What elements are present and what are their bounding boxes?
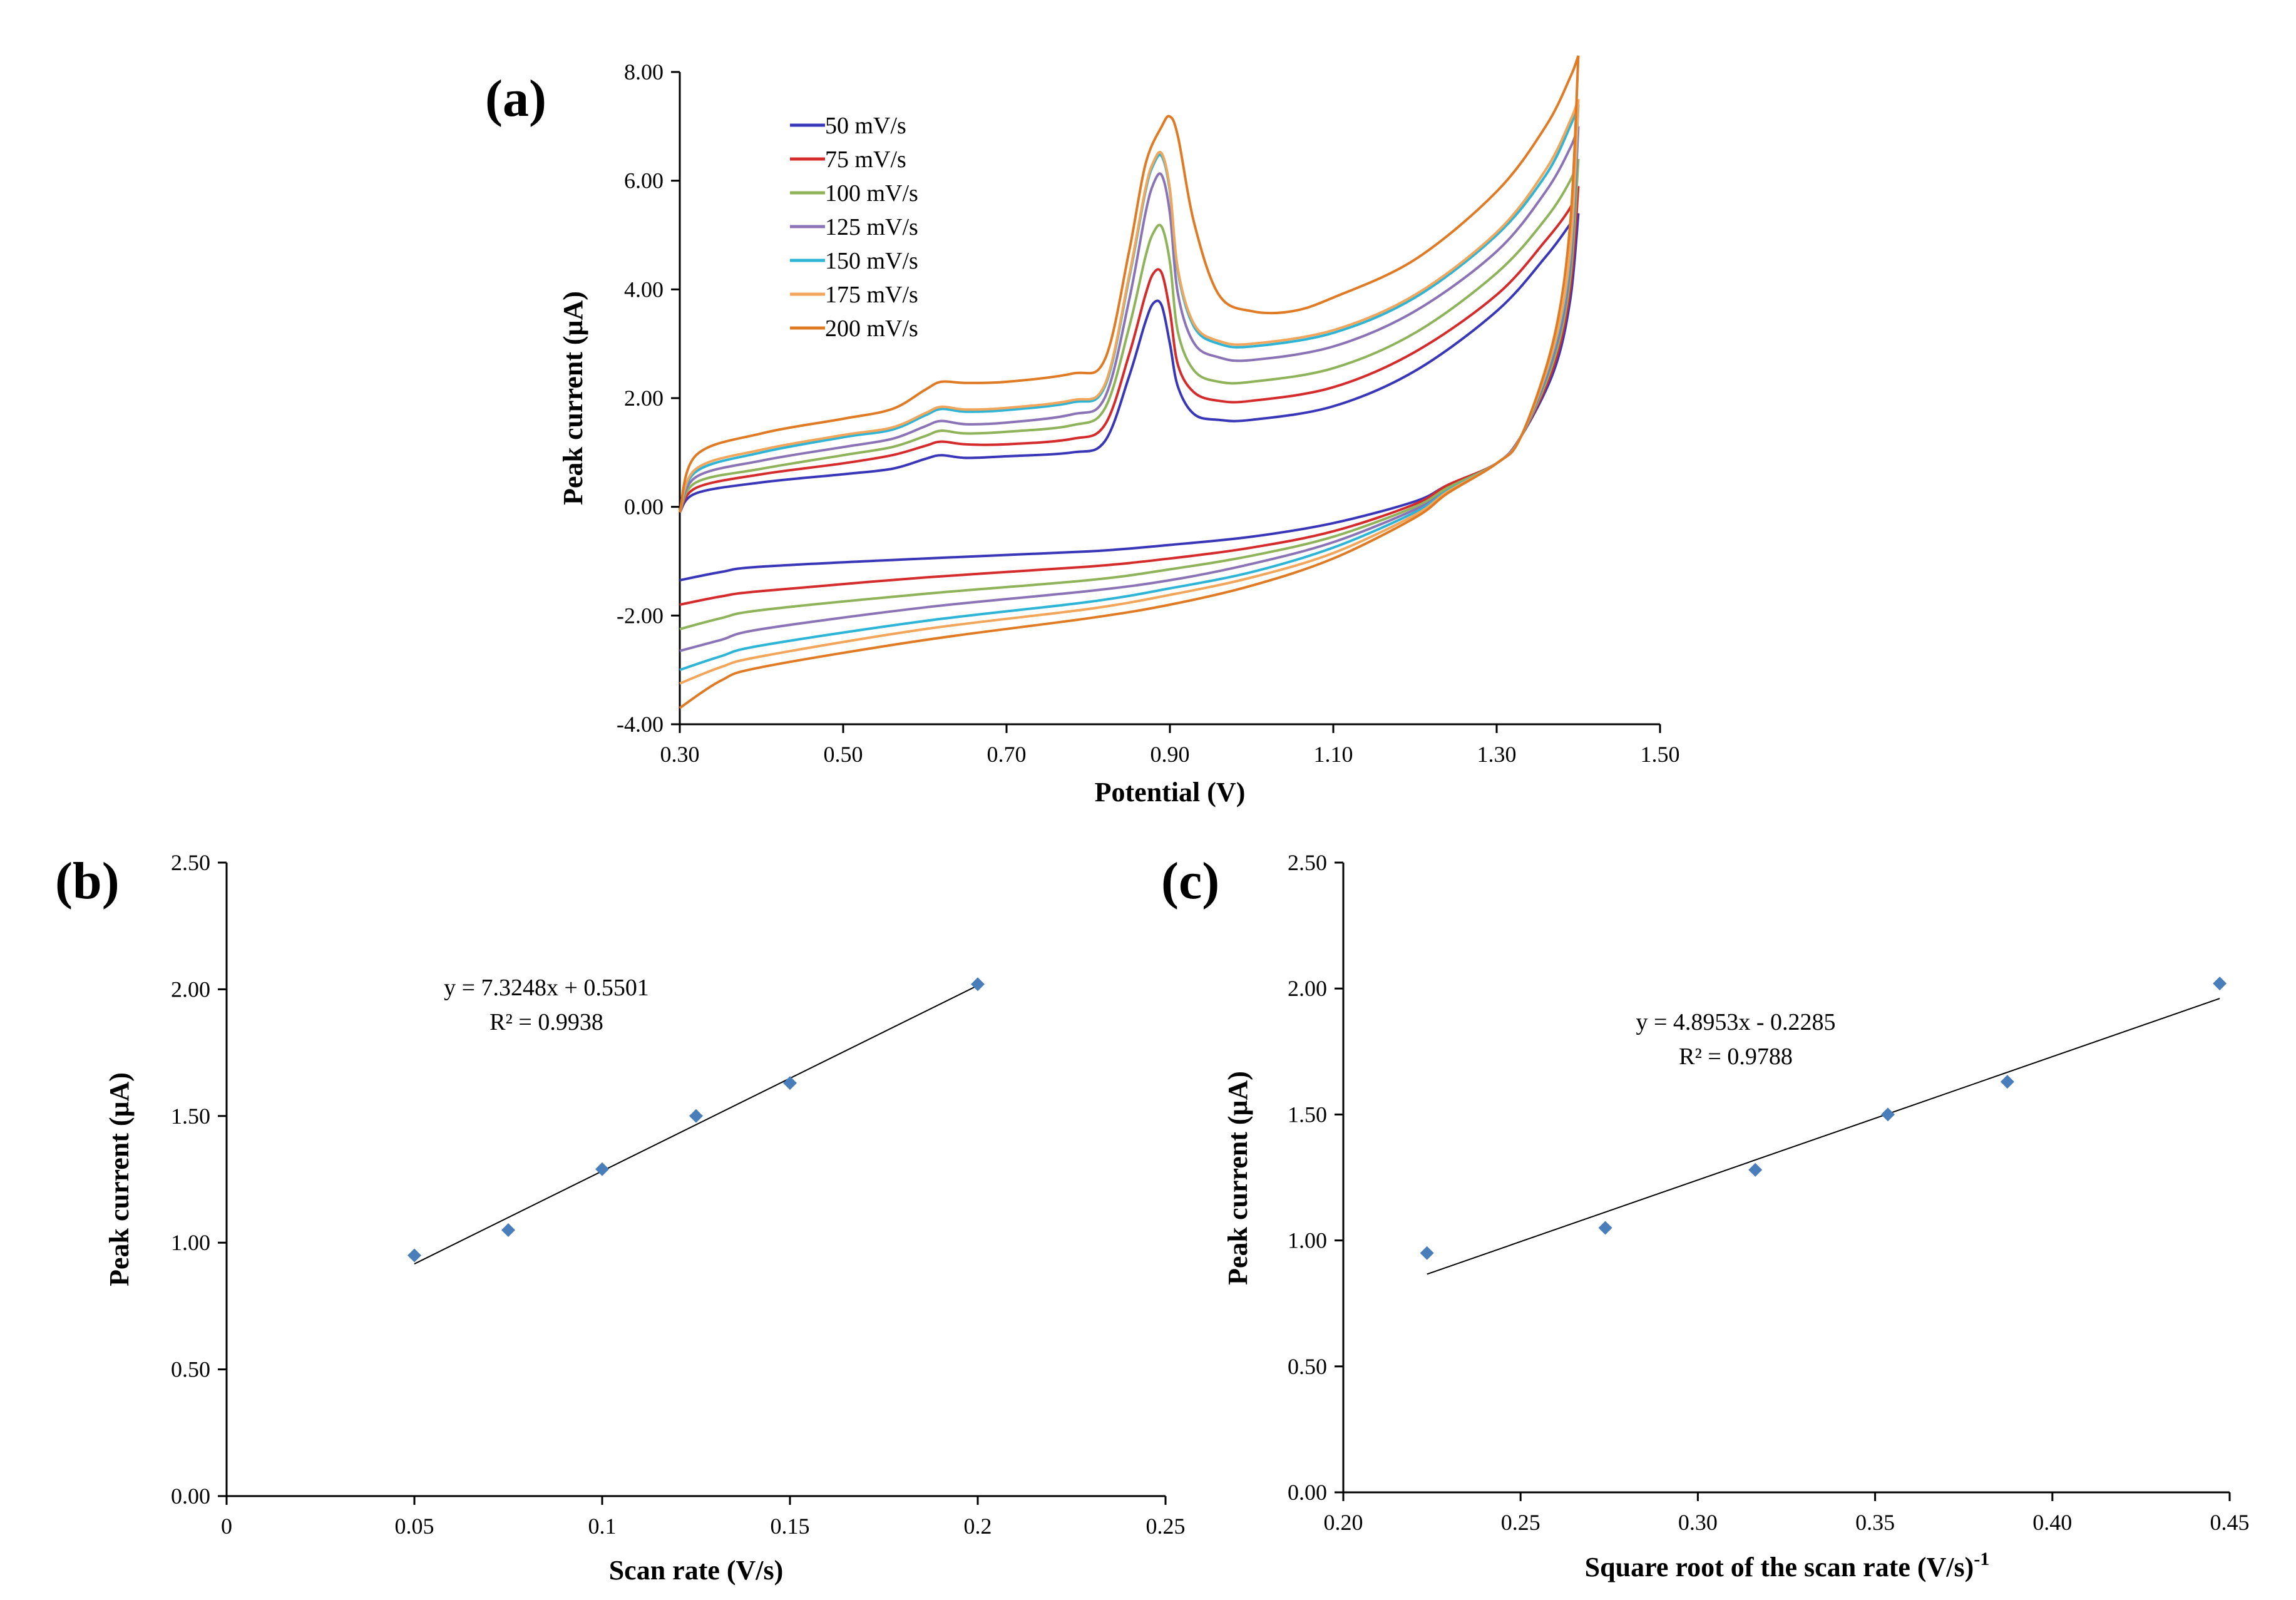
panel-c-r-squared: R² = 0.9788 bbox=[1679, 1044, 1793, 1070]
cv-curve-forward-2 bbox=[679, 185, 1580, 513]
cv-curve-reverse-6 bbox=[679, 99, 1580, 685]
panel-c-data-point-4 bbox=[1880, 1107, 1895, 1122]
panel-c-x-tick-label: 0.25 bbox=[1501, 1510, 1540, 1535]
legend-label-7: 200 mV/s bbox=[825, 315, 918, 342]
panel-a-y-tick-label: -4.00 bbox=[617, 712, 664, 737]
legend-label-1: 50 mV/s bbox=[825, 113, 906, 139]
cv-curve-forward-4 bbox=[679, 126, 1580, 513]
panel-b-y-tick-label: 0.00 bbox=[171, 1484, 210, 1509]
cv-curve-forward-1 bbox=[679, 212, 1580, 513]
panel-c-y-tick-label: 1.00 bbox=[1288, 1228, 1327, 1253]
legend-label-4: 125 mV/s bbox=[825, 214, 918, 240]
cv-curve-reverse-1 bbox=[679, 213, 1580, 582]
panel-c-sqrt-scan-rate-plot: (c) 0.00 0.50 1.00 1.50 2.00 2.50 0.20 0.25 0.3… bbox=[1161, 850, 2250, 1582]
panel-c-y-tick-label: 0.50 bbox=[1288, 1354, 1327, 1379]
cv-curve-forward-6 bbox=[679, 98, 1580, 513]
panel-b-data-point-6 bbox=[971, 977, 985, 992]
panel-c-data-point-5 bbox=[2000, 1075, 2014, 1089]
cv-curve-reverse-7 bbox=[679, 55, 1580, 709]
panel-c-y-tick-label: 2.50 bbox=[1288, 850, 1327, 875]
panel-c-x-axis-title: Square root of the scan rate (V/s)-1 bbox=[1585, 1549, 1990, 1582]
cv-curve-reverse-2 bbox=[679, 186, 1580, 606]
legend-label-6: 175 mV/s bbox=[825, 282, 918, 308]
panel-c-data-point-2 bbox=[1598, 1221, 1612, 1235]
panel-c-y-axis-title: Peak current (μA) bbox=[1222, 1071, 1253, 1285]
legend-label-5: 150 mV/s bbox=[825, 248, 918, 274]
panel-b-x-tick-label: 0 bbox=[221, 1514, 232, 1539]
panel-c-trendline bbox=[1427, 998, 2220, 1275]
panel-a-x-tick-label: 1.10 bbox=[1314, 742, 1353, 767]
panel-b-x-tick-label: 0.05 bbox=[395, 1514, 434, 1539]
panel-a-y-tick-label: 4.00 bbox=[624, 277, 664, 302]
panel-a-y-tick-label: 0.00 bbox=[624, 495, 664, 520]
panel-b-x-tick-label: 0.15 bbox=[771, 1514, 810, 1539]
panel-a-x-tick-label: 0.50 bbox=[824, 742, 863, 767]
panel-b-y-tick-label: 0.50 bbox=[171, 1357, 210, 1382]
cv-curve-reverse-3 bbox=[679, 158, 1580, 630]
panel-b-y-tick-label: 1.50 bbox=[171, 1104, 210, 1129]
panel-c-x-tick-label: 0.20 bbox=[1324, 1510, 1363, 1535]
panel-a-x-axis-title: Potential (V) bbox=[1095, 777, 1246, 808]
panel-c-y-tick-label: 0.00 bbox=[1288, 1480, 1327, 1505]
panel-a-legend: 50 mV/s 75 mV/s 100 mV/s 125 mV/s 150 mV/s 17… bbox=[790, 113, 918, 342]
panel-c-data-point-3 bbox=[1748, 1162, 1763, 1177]
panel-c-data-point-6 bbox=[2213, 977, 2227, 991]
panel-a-y-tick-label: 2.00 bbox=[624, 386, 664, 411]
panel-b-data-point-1 bbox=[407, 1248, 421, 1263]
panel-a-y-axis-title: Peak current (μA) bbox=[558, 291, 588, 505]
panel-b-data-point-3 bbox=[595, 1162, 609, 1176]
panel-c-x-tick-label: 0.45 bbox=[2210, 1510, 2250, 1535]
legend-label-3: 100 mV/s bbox=[825, 180, 918, 207]
panel-a-cyclic-voltammogram: (a) -4.00 -2.00 0.00 2.00 4.00 6.00 8.00 0.30 0… bbox=[485, 55, 1680, 808]
panel-b-trendline bbox=[414, 985, 978, 1264]
panel-b-data-point-4 bbox=[689, 1109, 703, 1123]
panel-a-y-tick-label: -2.00 bbox=[617, 603, 664, 628]
panel-b-y-tick-label: 2.00 bbox=[171, 977, 210, 1002]
panel-a-x-tick-label: 0.90 bbox=[1151, 742, 1190, 767]
panel-c-label: (c) bbox=[1161, 852, 1219, 910]
panel-b-x-tick-label: 0.2 bbox=[964, 1514, 992, 1539]
panel-c-x-tick-label: 0.35 bbox=[1855, 1510, 1895, 1535]
panel-b-x-tick-label: 0.1 bbox=[588, 1514, 617, 1539]
panel-a-x-tick-label: 0.70 bbox=[987, 742, 1027, 767]
panel-b-label: (b) bbox=[55, 852, 120, 910]
cv-curve-forward-3 bbox=[679, 158, 1580, 513]
panel-c-y-tick-label: 2.00 bbox=[1288, 976, 1327, 1001]
panel-a-x-tick-label: 0.30 bbox=[660, 742, 700, 767]
panel-c-x-axis-title-text: Square root of the scan rate (V/s) bbox=[1585, 1552, 1974, 1582]
panel-b-scan-rate-plot: (b) 0.00 0.50 1.00 1.50 2.00 2.50 0 0.05 0.1 0.1… bbox=[55, 850, 1186, 1586]
panel-a-label: (a) bbox=[485, 69, 546, 128]
panel-a-y-tick-label: 6.00 bbox=[624, 168, 664, 193]
panel-c-equation: y = 4.8953x - 0.2285 bbox=[1636, 1009, 1835, 1035]
panel-b-y-axis-title: Peak current (μA) bbox=[104, 1072, 135, 1286]
panel-b-r-squared: R² = 0.9938 bbox=[489, 1009, 603, 1035]
panel-b-x-axis-title: Scan rate (V/s) bbox=[609, 1555, 784, 1586]
cv-curve-forward-7 bbox=[679, 55, 1580, 513]
panel-a-x-tick-label: 1.30 bbox=[1477, 742, 1517, 767]
panel-b-x-tick-label: 0.25 bbox=[1146, 1514, 1186, 1539]
panel-a-y-tick-label: 8.00 bbox=[624, 59, 664, 85]
panel-b-y-tick-label: 1.00 bbox=[171, 1230, 210, 1255]
panel-c-y-tick-label: 1.50 bbox=[1288, 1102, 1327, 1127]
legend-label-2: 75 mV/s bbox=[825, 146, 906, 173]
panel-c-x-axis-title-superscript: -1 bbox=[1974, 1549, 1989, 1569]
panel-b-equation: y = 7.3248x + 0.5501 bbox=[444, 975, 649, 1001]
panel-c-x-tick-label: 0.40 bbox=[2032, 1510, 2072, 1535]
cv-curve-reverse-4 bbox=[679, 126, 1580, 652]
panel-b-y-tick-label: 2.50 bbox=[171, 850, 210, 875]
panel-a-x-tick-label: 1.50 bbox=[1641, 742, 1680, 767]
panel-b-data-point-2 bbox=[501, 1223, 515, 1237]
panel-c-data-point-1 bbox=[1420, 1246, 1434, 1260]
panel-b-data-point-5 bbox=[783, 1076, 797, 1090]
panel-c-x-tick-label: 0.30 bbox=[1678, 1510, 1718, 1535]
